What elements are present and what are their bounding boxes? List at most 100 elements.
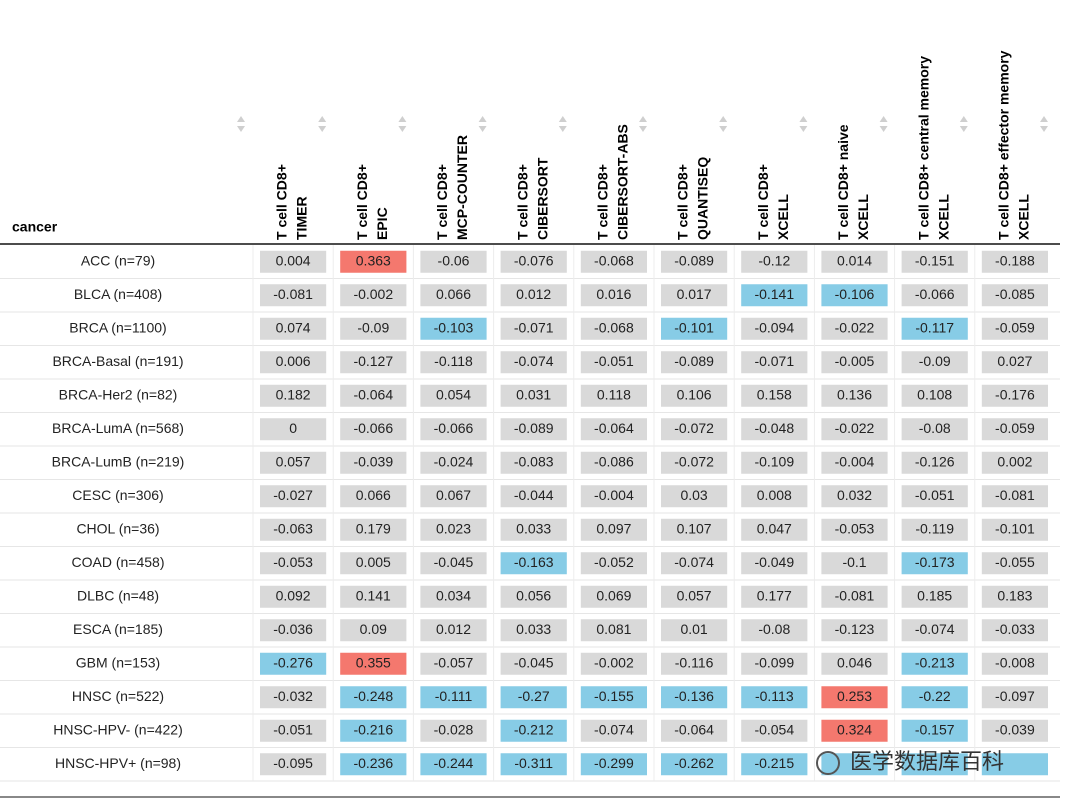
- cell-value: -0.089: [514, 420, 554, 436]
- cell-value: -0.002: [353, 286, 393, 302]
- cell-value: -0.045: [514, 654, 554, 670]
- column-header[interactable]: QUANTISEQ: [695, 157, 711, 240]
- sort-icon[interactable]: [398, 116, 407, 132]
- sort-icon[interactable]: [959, 116, 968, 132]
- cell: [661, 518, 728, 541]
- cell-value: -0.106: [835, 286, 875, 302]
- column-header[interactable]: EPIC: [374, 207, 390, 240]
- cell-value: 0.069: [596, 587, 631, 603]
- column-header[interactable]: XCELL: [775, 194, 791, 240]
- column-header[interactable]: XCELL: [1016, 194, 1032, 240]
- cell-value: 0.004: [276, 252, 311, 268]
- cell-value: 0.355: [356, 654, 391, 670]
- cell-value: 0.177: [757, 587, 792, 603]
- cell-value: 0.185: [917, 587, 952, 603]
- cell-value: -0.123: [835, 621, 875, 637]
- column-header[interactable]: T cell CD8+: [755, 164, 771, 240]
- cell: [500, 351, 567, 374]
- cell: [260, 518, 327, 541]
- column-header[interactable]: T cell CD8+: [354, 164, 370, 240]
- column-header[interactable]: TIMER: [294, 196, 310, 240]
- cell: [741, 317, 808, 340]
- cell: [580, 518, 647, 541]
- cell-value: -0.09: [919, 353, 951, 369]
- cell-value: -0.215: [754, 755, 794, 771]
- column-header[interactable]: XCELL: [935, 194, 951, 240]
- sort-icon[interactable]: [478, 116, 487, 132]
- cell-value: 0.108: [917, 386, 952, 402]
- cell: [420, 384, 487, 407]
- cell: [580, 552, 647, 575]
- cell: [420, 351, 487, 374]
- cell: [821, 317, 888, 340]
- cell: [260, 686, 327, 709]
- cell-value: -0.074: [514, 353, 554, 369]
- cell: [821, 619, 888, 642]
- cell: [821, 451, 888, 474]
- column-header[interactable]: T cell CD8+: [595, 164, 611, 240]
- cell: [420, 250, 487, 273]
- sort-icon[interactable]: [558, 116, 567, 132]
- cell: [821, 652, 888, 675]
- cell-value: -0.117: [915, 319, 954, 335]
- sort-icon[interactable]: [318, 116, 327, 132]
- cell: [741, 418, 808, 441]
- cell-value: 0.032: [837, 487, 872, 503]
- cell: [901, 619, 968, 642]
- sort-icon[interactable]: [237, 116, 245, 132]
- column-header[interactable]: cancer: [12, 219, 58, 235]
- cell-value: -0.064: [594, 420, 634, 436]
- cell: [741, 585, 808, 608]
- cell: [420, 652, 487, 675]
- cell-value: 0: [289, 420, 297, 436]
- column-header[interactable]: T cell CD8+: [434, 164, 450, 240]
- cell-value: 0.179: [356, 520, 391, 536]
- cell: [741, 384, 808, 407]
- cell: [500, 518, 567, 541]
- sort-icon[interactable]: [879, 116, 888, 132]
- cell-value: -0.002: [594, 654, 634, 670]
- row-label: BRCA (n=1100): [69, 319, 166, 335]
- sort-icon[interactable]: [719, 116, 728, 132]
- column-header[interactable]: CIBERSORT-ABS: [615, 124, 631, 240]
- column-header[interactable]: T cell CD8+: [514, 164, 530, 240]
- cell-value: 0.182: [276, 386, 311, 402]
- cell-value: 0.092: [276, 587, 311, 603]
- sort-icon[interactable]: [639, 116, 647, 132]
- column-header[interactable]: MCP-COUNTER: [454, 135, 470, 240]
- cell: [901, 585, 968, 608]
- cell: [420, 284, 487, 307]
- cell-value: -0.101: [674, 319, 714, 335]
- sort-icon[interactable]: [799, 116, 808, 132]
- column-header[interactable]: T cell CD8+: [675, 164, 691, 240]
- cell-value: 0.158: [757, 386, 792, 402]
- row-label: DLBC (n=48): [77, 587, 159, 603]
- cell-value: -0.036: [273, 621, 313, 637]
- cell: [580, 753, 647, 776]
- cell: [981, 652, 1048, 675]
- cell: [821, 418, 888, 441]
- column-header[interactable]: T cell CD8+ central memory: [915, 56, 931, 240]
- cell-value: -0.08: [919, 420, 951, 436]
- cell: [580, 317, 647, 340]
- column-header[interactable]: CIBERSORT: [534, 157, 550, 240]
- cell-value: 0.033: [516, 520, 551, 536]
- cell-value: -0.12: [758, 252, 790, 268]
- cell-value: -0.045: [434, 554, 474, 570]
- cell: [901, 284, 968, 307]
- cell: [260, 619, 327, 642]
- cell-value: 0.033: [516, 621, 551, 637]
- cell-value: -0.022: [835, 319, 875, 335]
- cell-value: -0.066: [434, 420, 474, 436]
- column-header[interactable]: T cell CD8+ naive: [835, 124, 851, 240]
- cell-value: -0.004: [835, 453, 875, 469]
- cell-value: -0.212: [514, 721, 554, 737]
- cell-value: 0.141: [356, 587, 391, 603]
- column-header[interactable]: T cell CD8+: [274, 164, 290, 240]
- cell: [661, 652, 728, 675]
- column-header[interactable]: XCELL: [855, 194, 871, 240]
- cell-value: -0.053: [835, 520, 875, 536]
- sort-icon[interactable]: [1040, 116, 1048, 132]
- column-header[interactable]: T cell CD8+ effector memory: [996, 50, 1012, 240]
- cell-value: 0.081: [596, 621, 631, 637]
